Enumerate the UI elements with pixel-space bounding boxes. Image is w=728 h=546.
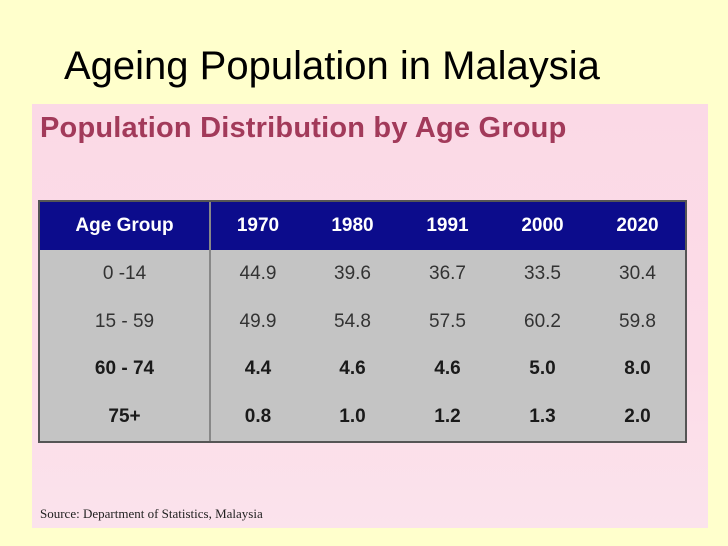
source-note: Source: Department of Statistics, Malays… — [40, 506, 263, 521]
header-1991: 1991 — [426, 215, 469, 236]
table-cell: 30.4 — [619, 262, 656, 284]
table-cell: 36.7 — [429, 262, 466, 284]
table-cell: 5.0 — [529, 358, 556, 380]
table-cell: 2.0 — [624, 406, 651, 428]
table-cell: 33.5 — [524, 262, 561, 284]
table-cell: 1.2 — [434, 406, 461, 428]
table-cell: 59.8 — [619, 310, 656, 332]
content-panel: Population Distribution by Age Group Age… — [32, 104, 708, 528]
header-2020: 2020 — [616, 215, 659, 236]
table-cell: 54.8 — [334, 310, 371, 332]
panel-title: Population Distribution by Age Group — [40, 112, 567, 144]
table-cell: 49.9 — [239, 310, 277, 332]
table-cell: 8.0 — [624, 358, 651, 380]
age-group-cell: 75+ — [40, 393, 211, 441]
table-row: 0 -14 44.9 39.6 36.7 33.5 30.4 — [40, 250, 685, 298]
table-row: 15 - 59 49.9 54.8 57.5 60.2 59.8 — [40, 297, 685, 346]
slide-title: Ageing Population in Malaysia — [64, 44, 600, 88]
table-row: 75+ 0.8 1.0 1.2 1.3 2.0 — [40, 393, 685, 441]
header-2000: 2000 — [521, 215, 564, 236]
table-cell: 39.6 — [334, 262, 371, 284]
table-cell: 1.0 — [339, 406, 366, 428]
table-cell: 1.3 — [529, 406, 556, 428]
table-cell: 44.9 — [239, 262, 277, 284]
age-distribution-table: Age Group 1970 1980 1991 2000 2020 0 -14… — [38, 200, 687, 443]
table-cell: 0.8 — [244, 406, 272, 428]
table-cell: 4.6 — [339, 358, 366, 380]
age-group-cell: 0 -14 — [40, 250, 211, 298]
header-1970: 1970 — [236, 215, 280, 236]
table-cell: 4.6 — [434, 358, 461, 380]
table-row: 60 - 74 4.4 4.6 4.6 5.0 8.0 — [40, 345, 685, 394]
table-cell: 60.2 — [524, 310, 561, 332]
table-cell: 4.4 — [244, 358, 272, 380]
age-group-cell: 15 - 59 — [40, 297, 211, 346]
table-cell: 57.5 — [429, 310, 466, 332]
table-header-row: Age Group 1970 1980 1991 2000 2020 — [40, 202, 685, 250]
header-age-group: Age Group — [40, 202, 211, 250]
age-group-cell: 60 - 74 — [40, 345, 211, 394]
header-1980: 1980 — [331, 215, 374, 236]
